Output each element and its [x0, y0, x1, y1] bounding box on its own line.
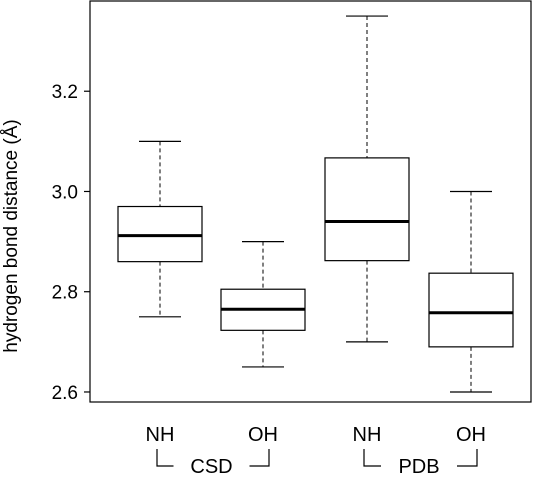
- box-1: [117, 140, 203, 318]
- y-tick-label: 3.0: [52, 182, 78, 203]
- group-bracket-left: [363, 449, 381, 467]
- plot-frame: [89, 0, 532, 403]
- iqr-box: [324, 157, 410, 262]
- y-tick-label: 3.2: [52, 82, 78, 103]
- group-bracket-left: [156, 449, 174, 467]
- y-axis: 2.6 2.8 3.0 3.2: [52, 82, 90, 404]
- y-tick-label: 2.6: [52, 383, 78, 404]
- box-4: [428, 190, 514, 393]
- group-labels: CSD PDB: [156, 449, 478, 477]
- y-axis-label: hydrogen bond distance (Å): [1, 119, 22, 352]
- x-axis-labels: NH OH NH OH: [146, 424, 486, 446]
- iqr-box: [117, 205, 203, 263]
- boxes: [117, 15, 514, 393]
- category-label: NH: [353, 424, 382, 446]
- box-3: [324, 15, 410, 343]
- group-label: PDB: [398, 456, 439, 477]
- group-bracket-right: [457, 449, 478, 467]
- group-label: CSD: [190, 456, 232, 477]
- box-2: [220, 241, 306, 368]
- y-tick-label: 2.8: [52, 283, 78, 304]
- iqr-box: [428, 272, 514, 348]
- category-label: OH: [248, 424, 278, 446]
- category-label: OH: [456, 424, 486, 446]
- category-label: NH: [146, 424, 175, 446]
- group-bracket-right: [249, 449, 270, 467]
